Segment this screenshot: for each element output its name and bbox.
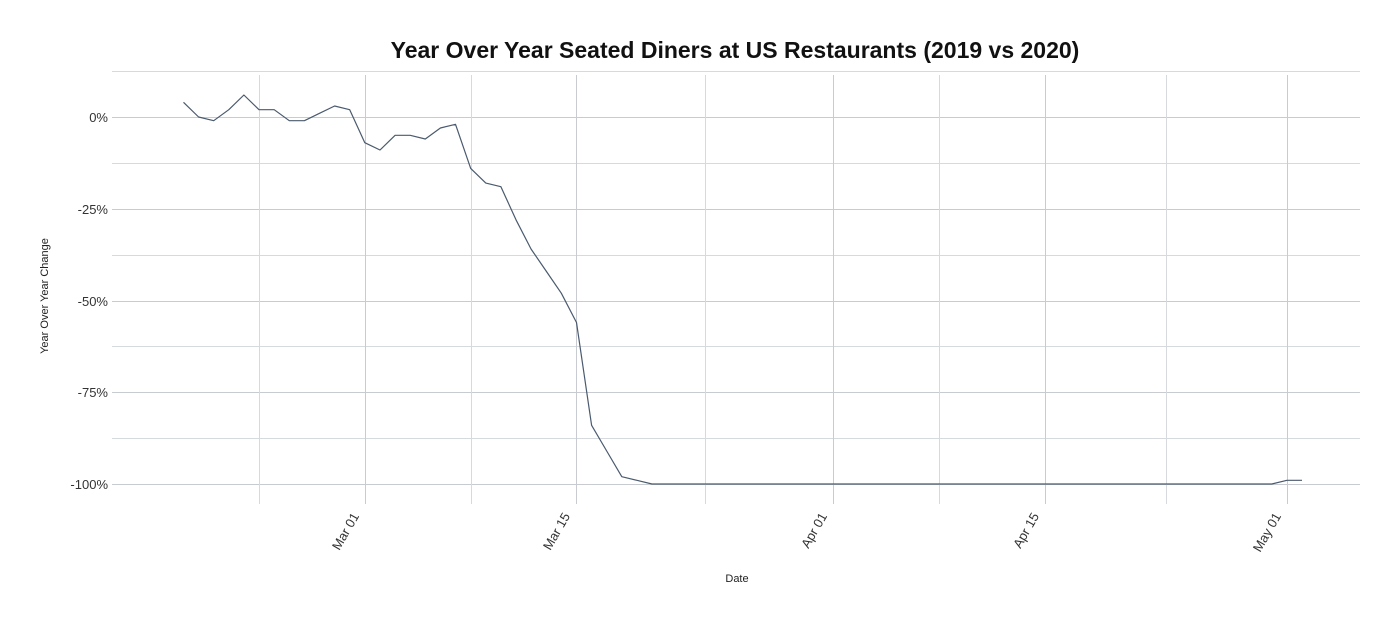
y-tick-label: -25% — [78, 202, 109, 217]
x-tick-label: Mar 15 — [540, 510, 573, 553]
x-tick-label: Apr 15 — [1010, 510, 1042, 551]
y-tick-label: -50% — [78, 294, 109, 309]
y-axis-ticks: 0% -25% -50% -75% -100% — [70, 110, 108, 492]
x-axis-ticks: Mar 01 Mar 15 Apr 01 Apr 15 May 01 — [329, 510, 1284, 554]
y-axis-label: Year Over Year Change — [39, 238, 51, 354]
y-tick-label: -75% — [78, 385, 109, 400]
x-axis-label: Date — [725, 573, 748, 585]
y-tick-label: -100% — [70, 477, 108, 492]
x-tick-label: Mar 01 — [329, 510, 362, 553]
y-tick-label: 0% — [89, 110, 108, 125]
data-line-layer — [184, 95, 1303, 484]
x-tick-label: May 01 — [1250, 510, 1284, 554]
grid-lines — [112, 72, 1360, 505]
chart-title: Year Over Year Seated Diners at US Resta… — [391, 37, 1080, 63]
series-line — [184, 95, 1303, 484]
x-tick-label: Apr 01 — [798, 510, 830, 551]
